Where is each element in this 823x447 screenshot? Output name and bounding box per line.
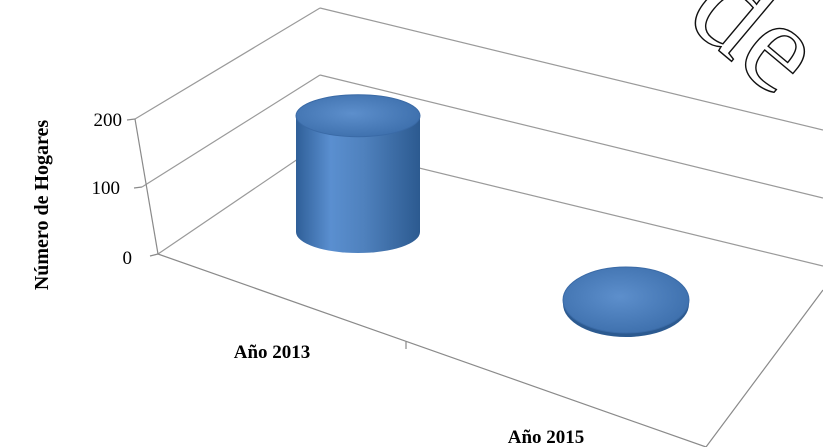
bars-group: [295, 94, 690, 337]
watermark-text: de: [664, 0, 823, 122]
gridline-100-back: [319, 74, 823, 199]
gridline-0: [157, 143, 321, 255]
ytick-mark-100: [133, 186, 143, 189]
ytick-label-200: 200: [94, 110, 123, 131]
ytick-label-0: 0: [123, 248, 133, 269]
floor-right-edge: [705, 289, 823, 447]
ytick-label-100: 100: [92, 178, 121, 199]
category-label-0: Año 2013: [234, 342, 311, 363]
gridline-100: [141, 74, 321, 188]
bar-top-0: [295, 94, 421, 138]
bar-body-0: [296, 115, 420, 253]
gridline-200-back: [319, 7, 823, 131]
bar-top-1: [562, 266, 690, 334]
ytick-mark-200: [126, 118, 136, 121]
category-label-1: Año 2015: [508, 427, 585, 447]
y-axis-title: Número de Hogares: [31, 120, 53, 291]
floor-front-edge: [157, 253, 707, 447]
axes: [126, 118, 823, 447]
ytick-mark-0: [149, 253, 159, 257]
y-axis-line: [134, 118, 159, 255]
gridline-200: [134, 7, 321, 120]
